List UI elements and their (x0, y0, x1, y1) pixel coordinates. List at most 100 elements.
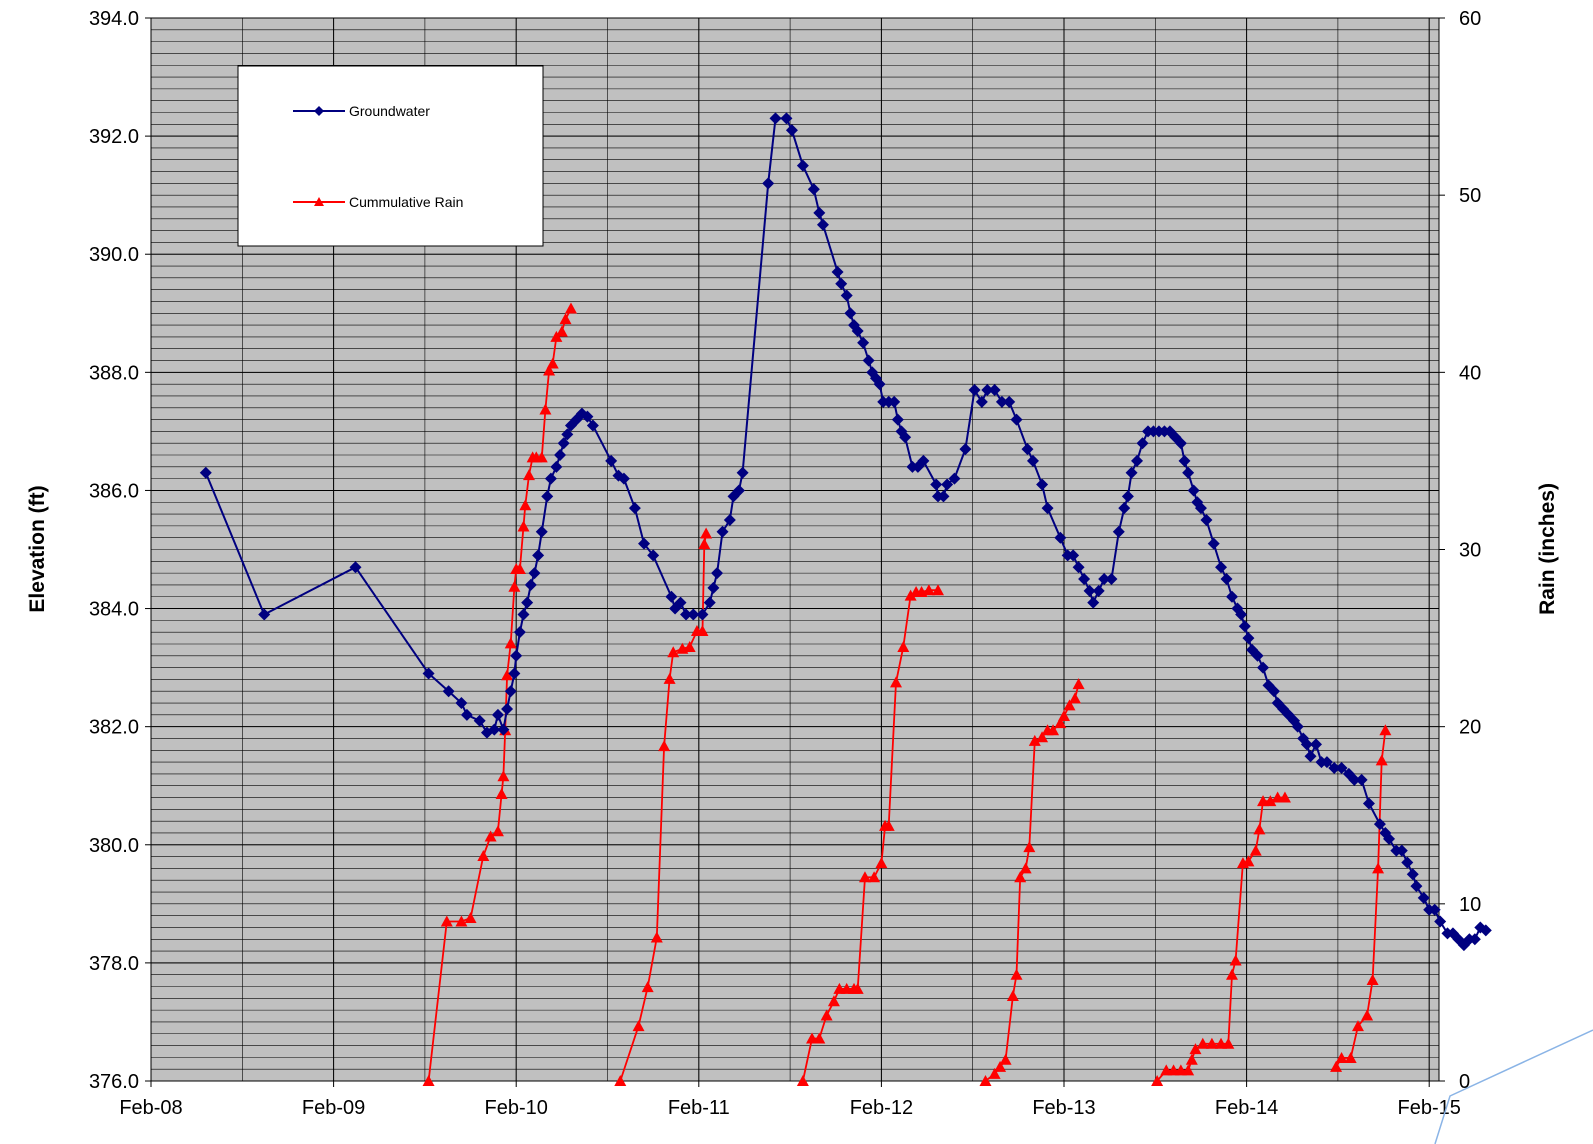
rain-point (1028, 734, 1041, 746)
rain-point (1058, 710, 1070, 722)
y-tick-label: 382.0 (89, 717, 139, 739)
groundwater-point (780, 112, 793, 125)
rain-point (1151, 1075, 1164, 1086)
rain-point (555, 325, 568, 337)
groundwater-point (497, 723, 510, 736)
groundwater-point (1207, 537, 1220, 550)
groundwater-point (550, 460, 563, 473)
rain-point (897, 640, 910, 652)
y2-tick-label: 20 (1459, 717, 1481, 739)
groundwater-point (1178, 454, 1191, 467)
y-axis-title: Elevation (ft) (26, 485, 49, 612)
axis-ticks (145, 17, 1445, 1087)
y-tick-label: 384.0 (89, 599, 139, 621)
rain-point (501, 669, 514, 681)
groundwater-point (517, 608, 530, 621)
groundwater-point (349, 561, 362, 574)
groundwater-point (1174, 437, 1187, 450)
y-tick-label: 376.0 (89, 1071, 139, 1093)
rain-point (994, 1060, 1007, 1072)
groundwater-point (835, 277, 848, 290)
groundwater-point (199, 466, 212, 479)
rain-point (504, 637, 517, 649)
x-tick-label: Feb-11 (668, 1097, 730, 1119)
groundwater-point (1242, 632, 1255, 645)
rain-point (1036, 731, 1049, 743)
groundwater-point (1200, 513, 1213, 526)
rain-point (858, 871, 871, 883)
groundwater-point (1136, 437, 1149, 450)
rain-point (1278, 791, 1291, 803)
groundwater-point (628, 502, 641, 515)
groundwater-point (680, 608, 693, 621)
groundwater-point (1072, 561, 1085, 574)
rain-point (1006, 989, 1019, 1001)
x-tick-label: Feb-10 (485, 1097, 548, 1119)
x-tick-label: Feb-15 (1398, 1097, 1461, 1119)
groundwater-point (1187, 484, 1200, 497)
groundwater-point (528, 567, 541, 580)
groundwater-point (981, 384, 994, 397)
y-tick-label: 380.0 (89, 835, 139, 857)
groundwater-point (1291, 720, 1304, 733)
groundwater-point (1054, 531, 1067, 544)
rain-point (851, 982, 864, 994)
groundwater-point (813, 206, 826, 219)
groundwater-point (674, 596, 687, 609)
groundwater-point (473, 714, 486, 727)
groundwater-point (1112, 525, 1125, 538)
groundwater-point (707, 581, 720, 594)
y2-tick-label: 50 (1459, 185, 1481, 207)
rain-point (508, 580, 521, 592)
groundwater-point (258, 608, 271, 621)
x-tick-label: Feb-13 (1032, 1097, 1095, 1119)
groundwater-point (1373, 818, 1386, 831)
groundwater-point (995, 395, 1008, 408)
groundwater-point (948, 472, 961, 485)
groundwater-point (988, 384, 1001, 397)
groundwater-point (1362, 797, 1375, 810)
groundwater-point (647, 549, 660, 562)
rain-point (1222, 1037, 1235, 1049)
rain-point (827, 995, 840, 1007)
rain-point (455, 915, 468, 927)
x-tick-label: Feb-12 (850, 1097, 913, 1119)
groundwater-point (1479, 924, 1492, 937)
rain-point (979, 1075, 992, 1086)
groundwater-point (1118, 502, 1131, 515)
series-layer (199, 112, 1492, 1086)
groundwater-point (1328, 762, 1341, 775)
y-tick-label: 378.0 (89, 953, 139, 975)
groundwater-point (510, 649, 523, 662)
rain-point (1361, 1009, 1374, 1021)
groundwater-point (930, 478, 943, 491)
groundwater-point (1010, 413, 1023, 426)
rain-point (820, 1009, 833, 1021)
series-groundwater (199, 112, 1492, 952)
groundwater-point (762, 177, 775, 190)
y2-tick-label: 10 (1459, 894, 1481, 916)
groundwater-point (891, 413, 904, 426)
y2-tick-label: 30 (1459, 540, 1481, 562)
rain-point (696, 624, 709, 636)
groundwater-point (665, 590, 678, 603)
groundwater-point (1417, 891, 1430, 904)
legend-groundwater-label: Groundwater (349, 103, 430, 119)
rain-point (932, 584, 945, 596)
y-tick-label: 386.0 (89, 480, 139, 502)
groundwater-point (736, 466, 749, 479)
groundwater-point (460, 708, 473, 721)
groundwater-point (455, 697, 468, 710)
rain-point (539, 403, 552, 415)
rain-point (1375, 754, 1388, 766)
groundwater-point (422, 667, 435, 680)
groundwater-point (1428, 903, 1441, 916)
series-cummulative-rain (422, 302, 1392, 1086)
rain-point (650, 931, 663, 943)
groundwater-point (807, 183, 820, 196)
groundwater-point (1215, 561, 1228, 574)
groundwater-point (899, 431, 912, 444)
groundwater-point (554, 449, 567, 462)
decorative-corner-line (1434, 1029, 1593, 1144)
rain-point (813, 1032, 826, 1044)
